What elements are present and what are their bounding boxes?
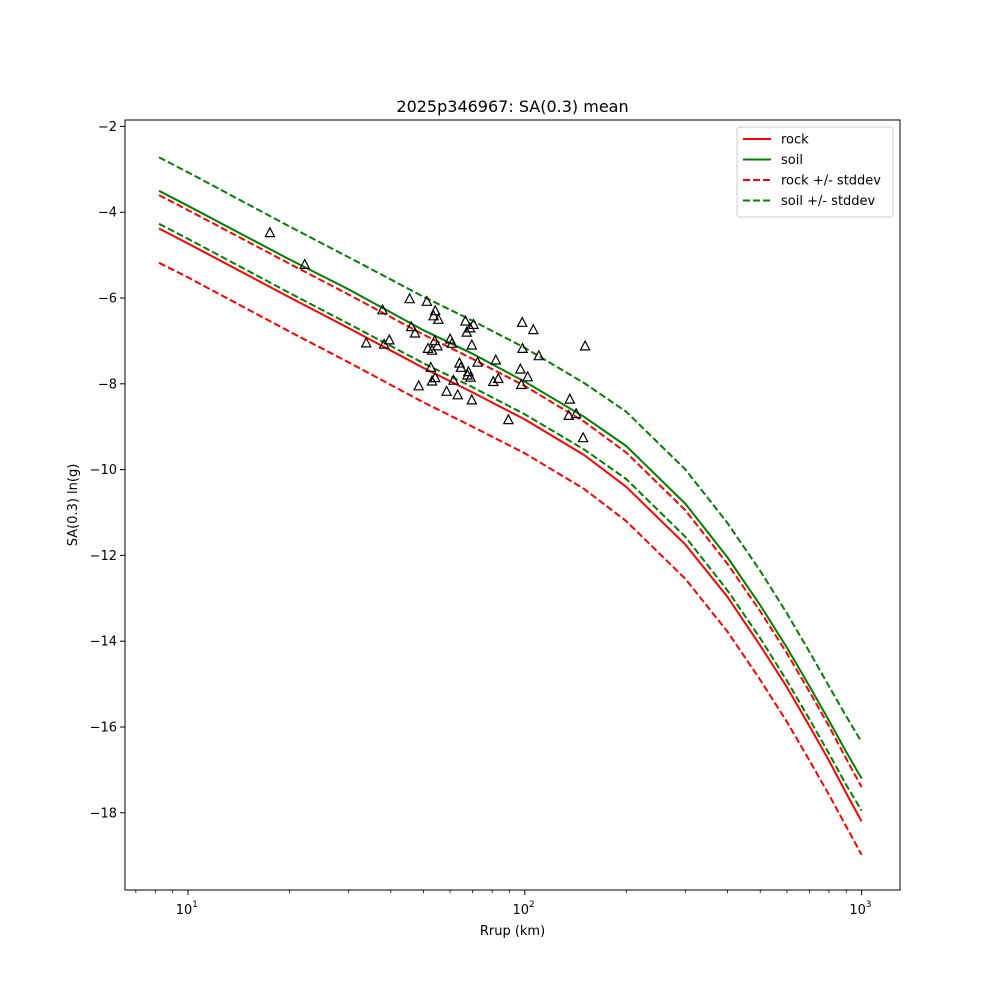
observation-point bbox=[446, 337, 458, 348]
y-tick-label: −18 bbox=[90, 806, 117, 821]
x-axis: 10 1 10 2 10 3 bbox=[135, 890, 872, 918]
x-tick-label-exponent: 2 bbox=[529, 900, 535, 910]
observation-point bbox=[564, 393, 576, 404]
observation-point bbox=[467, 318, 480, 329]
y-tick-label: −4 bbox=[98, 206, 117, 221]
observation-point bbox=[383, 333, 395, 345]
observation-point bbox=[459, 314, 471, 326]
observation-point bbox=[376, 303, 389, 315]
x-tick-label-exponent: 3 bbox=[866, 900, 872, 910]
y-axis-label: SA(0.3) ln(g) bbox=[66, 464, 81, 547]
observation-point bbox=[429, 304, 441, 316]
observation-point bbox=[490, 353, 502, 365]
observation-point bbox=[516, 316, 528, 327]
legend: rock soil rock +/- stddev soil +/- stddev bbox=[736, 126, 894, 218]
y-tick-label: −8 bbox=[98, 377, 117, 392]
observation-point bbox=[466, 393, 478, 405]
series-line-0 bbox=[158, 227, 863, 822]
y-axis: −2 −4 −6 −8 −10 −12 −14 −16 −18 bbox=[90, 120, 125, 821]
y-tick-label: −2 bbox=[98, 120, 117, 135]
series-line-5 bbox=[158, 222, 863, 812]
observation-point bbox=[514, 362, 526, 374]
observation-point bbox=[452, 388, 464, 400]
observation-point bbox=[409, 326, 421, 338]
observation-point bbox=[431, 339, 443, 351]
observation-point bbox=[579, 339, 591, 351]
observation-point bbox=[405, 320, 417, 332]
observation-point bbox=[413, 379, 425, 391]
observation-point bbox=[464, 321, 476, 333]
observation-point bbox=[487, 375, 499, 387]
observation-point bbox=[515, 378, 527, 390]
observation-point bbox=[429, 334, 441, 346]
legend-label: rock bbox=[781, 133, 809, 148]
observation-point bbox=[563, 409, 575, 420]
x-tick-label: 10 bbox=[849, 903, 866, 918]
observation-point bbox=[426, 374, 438, 386]
observation-point bbox=[264, 226, 276, 238]
legend-label: soil +/- stddev bbox=[781, 194, 876, 209]
observation-point bbox=[533, 349, 545, 361]
y-tick-label: −16 bbox=[90, 720, 117, 735]
observation-point bbox=[466, 338, 478, 350]
observation-point bbox=[502, 413, 514, 425]
series-line-4 bbox=[158, 156, 863, 743]
observation-point bbox=[421, 295, 433, 306]
series-line-2 bbox=[158, 194, 863, 788]
observation-point bbox=[432, 313, 444, 324]
observation-point bbox=[299, 258, 311, 269]
observation-point bbox=[492, 372, 504, 384]
y-tick-label: −10 bbox=[90, 463, 117, 478]
plot-area bbox=[158, 156, 863, 856]
legend-label: rock +/- stddev bbox=[781, 174, 881, 189]
observation-point bbox=[472, 356, 484, 367]
observation-point bbox=[404, 292, 416, 304]
series-line-3 bbox=[158, 261, 863, 856]
y-tick-label: −12 bbox=[90, 549, 117, 564]
observation-point bbox=[464, 371, 477, 382]
observation-point bbox=[577, 431, 589, 443]
chart-title: 2025p346967: SA(0.3) mean bbox=[396, 97, 628, 116]
y-tick-label: −6 bbox=[98, 292, 117, 307]
observation-point bbox=[522, 370, 534, 382]
series-line-1 bbox=[158, 189, 863, 780]
y-tick-label: −14 bbox=[90, 635, 117, 650]
x-axis-label: Rrup (km) bbox=[480, 924, 545, 939]
observation-point bbox=[516, 342, 529, 353]
axes-frame bbox=[124, 119, 901, 891]
observation-point bbox=[570, 407, 582, 419]
observation-point bbox=[428, 309, 440, 321]
observation-point bbox=[425, 361, 437, 372]
observation-point bbox=[360, 336, 372, 348]
x-tick-label: 10 bbox=[513, 903, 530, 918]
observation-point bbox=[453, 356, 466, 368]
observation-point bbox=[527, 323, 539, 335]
x-tick-label-exponent: 1 bbox=[192, 900, 198, 910]
observation-point bbox=[447, 374, 460, 385]
observation-point bbox=[441, 385, 453, 396]
legend-box bbox=[736, 126, 894, 218]
observation-point bbox=[429, 371, 441, 383]
x-tick-label: 10 bbox=[176, 903, 193, 918]
legend-label: soil bbox=[781, 153, 803, 168]
observation-point bbox=[455, 361, 467, 372]
